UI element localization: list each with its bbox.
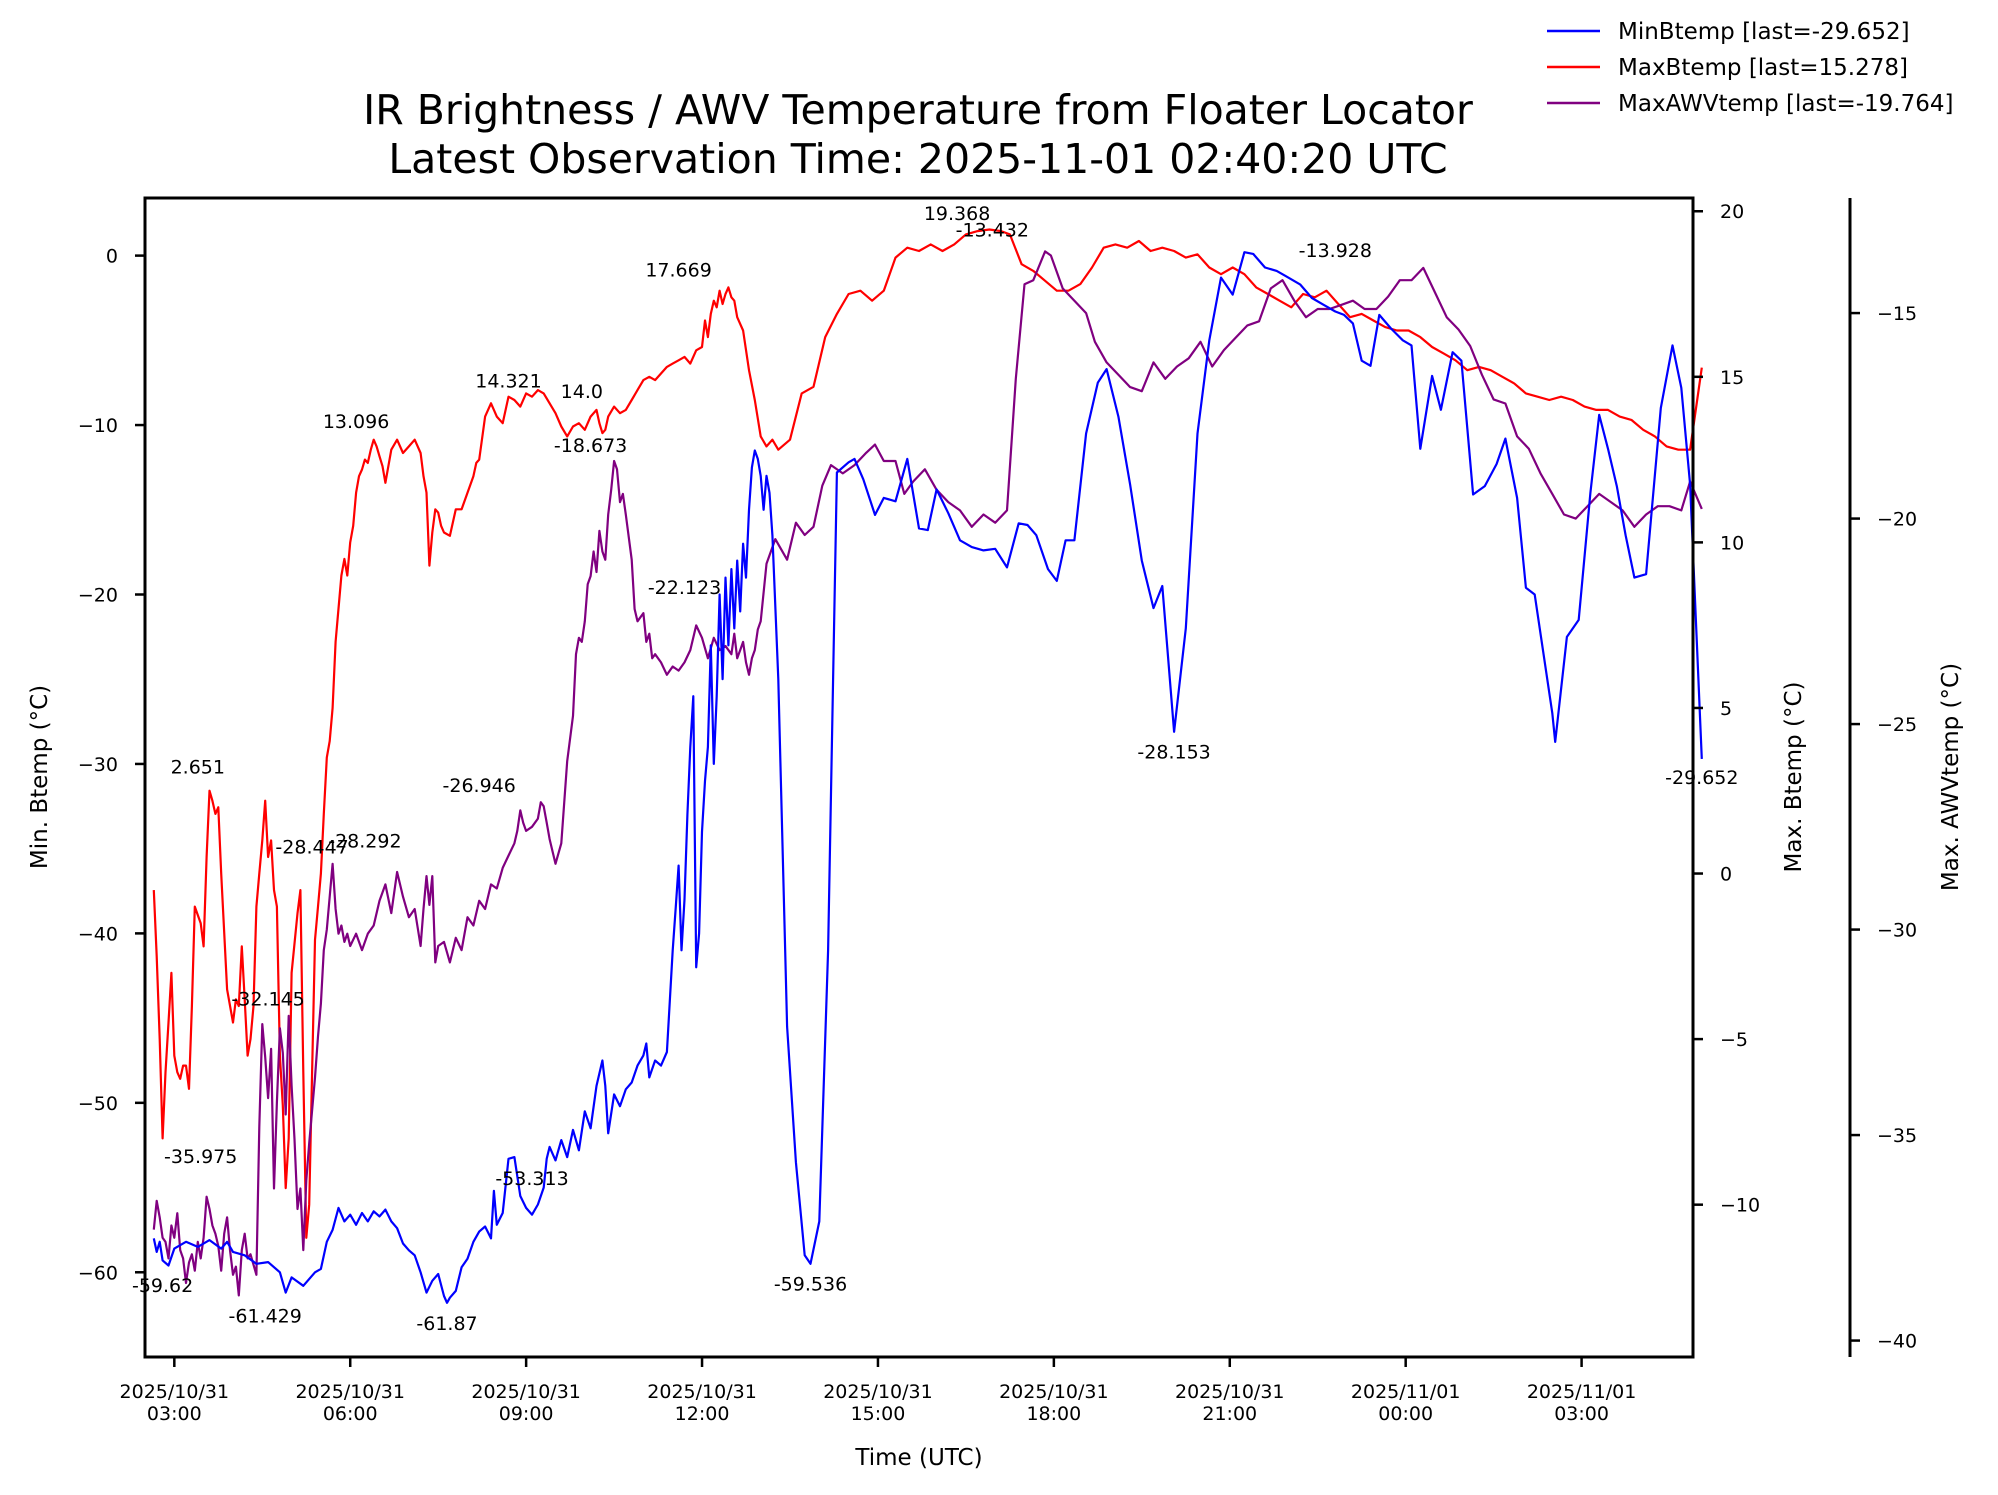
series-line-min xyxy=(152,251,1703,1304)
y-tick-label-max: 10 xyxy=(1720,532,1744,554)
point-annotation: -61.87 xyxy=(416,1313,477,1335)
point-annotation: -22.123 xyxy=(648,577,721,599)
y-tick-label-awv: −15 xyxy=(1877,303,1917,325)
y-tick-label-awv: −40 xyxy=(1877,1331,1917,1353)
x-tick-label-date: 2025/10/31 xyxy=(120,1381,230,1403)
legend-label: MinBtemp [last=-29.652] xyxy=(1618,19,1910,45)
point-annotation: 19.368 xyxy=(924,203,990,225)
y-tick-label-awv: −35 xyxy=(1877,1125,1917,1147)
point-annotation: -26.946 xyxy=(443,775,516,797)
point-annotation: -28.153 xyxy=(1137,742,1210,764)
min-btemp-axis-ticks: 0 −10 −20 −30 −40 −50 −60 xyxy=(78,246,145,1284)
y-tick-label-min: 0 xyxy=(106,246,118,268)
y-tick-label-awv: −30 xyxy=(1877,920,1917,942)
y-tick-label-min: −50 xyxy=(78,1093,118,1115)
x-tick-label-date: 2025/10/31 xyxy=(471,1381,581,1403)
chart-title-line1: IR Brightness / AWV Temperature from Flo… xyxy=(363,86,1473,134)
y-tick-label-max: 5 xyxy=(1720,698,1732,720)
point-annotation: -28.292 xyxy=(328,830,401,852)
y-tick-label-min: −60 xyxy=(78,1262,118,1284)
point-annotation: 17.669 xyxy=(645,259,711,281)
y-tick-label-min: −40 xyxy=(78,923,118,945)
x-tick-label-time: 15:00 xyxy=(851,1403,906,1425)
point-annotation: -18.673 xyxy=(554,435,627,457)
x-tick-label-time: 06:00 xyxy=(323,1403,378,1425)
y-tick-label-min: −20 xyxy=(78,585,118,607)
point-annotation: -29.652 xyxy=(1665,767,1738,789)
point-annotation: -61.429 xyxy=(229,1306,302,1328)
x-tick-label-time: 18:00 xyxy=(1026,1403,1081,1425)
max-btemp-axis-label: Max. Btemp (°C) xyxy=(1781,682,1807,873)
max-awvtemp-axis-label: Max. AWVtemp (°C) xyxy=(1938,663,1964,891)
y-tick-label-max: 20 xyxy=(1720,201,1744,223)
x-tick-label-date: 2025/10/31 xyxy=(999,1381,1109,1403)
x-tick-label-date: 2025/10/31 xyxy=(1175,1381,1285,1403)
point-annotation: -53.313 xyxy=(495,1168,568,1190)
point-annotation: -13.432 xyxy=(956,220,1029,242)
point-annotation: -32.145 xyxy=(231,989,304,1011)
x-axis-ticks: 2025/10/3103:002025/10/3106:002025/10/31… xyxy=(120,1357,1637,1425)
series-line-max xyxy=(152,228,1703,1239)
point-annotation: -59.536 xyxy=(774,1273,847,1295)
x-tick-label-date: 2025/11/01 xyxy=(1351,1381,1461,1403)
y-tick-label-max: 0 xyxy=(1720,864,1732,886)
point-annotation: 2.651 xyxy=(171,757,225,779)
x-tick-label-time: 03:00 xyxy=(147,1403,202,1425)
x-tick-label-time: 21:00 xyxy=(1202,1403,1257,1425)
y-tick-label-awv: −25 xyxy=(1877,714,1917,736)
annotation-layer: -59.62 -61.429 -61.87 -53.313 -59.536 -28.153… xyxy=(132,203,1738,1335)
min-btemp-axis-label: Min. Btemp (°C) xyxy=(27,685,53,869)
chart-title-line2: Latest Observation Time: 2025-11-01 02:4… xyxy=(388,135,1447,183)
x-tick-label-time: 03:00 xyxy=(1554,1403,1609,1425)
x-tick-label-date: 2025/11/01 xyxy=(1527,1381,1637,1403)
point-annotation: 14.321 xyxy=(475,370,541,392)
point-annotation: 13.096 xyxy=(323,411,389,433)
x-tick-label-date: 2025/10/31 xyxy=(295,1381,405,1403)
series-line-awv xyxy=(152,250,1703,1297)
x-tick-label-time: 12:00 xyxy=(675,1403,730,1425)
x-tick-label-date: 2025/10/31 xyxy=(647,1381,757,1403)
y-tick-label-min: −30 xyxy=(78,754,118,776)
max-btemp-axis-ticks: 20 15 10 5 0 −5 −10 xyxy=(1693,201,1760,1217)
legend-label: MaxBtemp [last=15.278] xyxy=(1618,55,1908,81)
y-tick-label-awv: −20 xyxy=(1877,509,1917,531)
y-tick-label-max: −10 xyxy=(1720,1195,1760,1217)
x-tick-label-date: 2025/10/31 xyxy=(823,1381,933,1403)
series-layer xyxy=(152,228,1703,1304)
y-tick-label-max: 15 xyxy=(1720,367,1744,389)
point-annotation: -59.62 xyxy=(132,1275,193,1297)
x-tick-label-time: 00:00 xyxy=(1378,1403,1433,1425)
max-awvtemp-axis-ticks: −15 −20 −25 −30 −35 −40 xyxy=(1850,303,1917,1353)
y-tick-label-max: −5 xyxy=(1720,1029,1748,1051)
point-annotation: -35.975 xyxy=(164,1146,237,1168)
x-tick-label-time: 09:00 xyxy=(499,1403,554,1425)
chart-legend: MinBtemp [last=-29.652] MaxBtemp [last=15… xyxy=(1547,19,1953,117)
legend-label: MaxAWVtemp [last=-19.764] xyxy=(1618,91,1953,117)
y-tick-label-min: −10 xyxy=(78,415,118,437)
x-axis-label: Time (UTC) xyxy=(854,1445,982,1471)
plot-frame xyxy=(143,196,1695,1359)
point-annotation: -28.447 xyxy=(275,837,348,859)
point-annotation: -13.928 xyxy=(1299,240,1372,262)
point-annotation: 14.0 xyxy=(561,381,603,403)
